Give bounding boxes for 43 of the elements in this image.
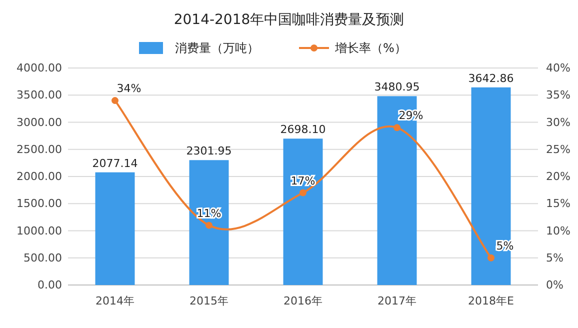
bar bbox=[471, 87, 511, 285]
bar bbox=[283, 138, 323, 285]
data-label: 17% bbox=[290, 174, 316, 188]
data-label: 2301.95 bbox=[186, 144, 232, 158]
data-label: 3480.95 bbox=[374, 80, 420, 94]
y2-tick-label: 40% bbox=[546, 62, 570, 74]
data-label: 3642.86 bbox=[468, 72, 514, 85]
y-tick-label: 1000.00 bbox=[16, 224, 62, 238]
chart-title: 2014-2018年中国咖啡消费量及预测 bbox=[174, 12, 404, 28]
data-label: 2698.10 bbox=[280, 123, 326, 136]
data-label: 11% bbox=[196, 206, 222, 220]
y2-tick-label: 35% bbox=[546, 88, 570, 102]
y2-tick-label: 30% bbox=[546, 116, 570, 129]
x-tick-label: 2017年 bbox=[378, 294, 416, 308]
y2-tick-label: 0% bbox=[546, 278, 564, 292]
x-tick-label: 2015年 bbox=[190, 294, 228, 308]
y2-tick-label: 15% bbox=[546, 197, 570, 210]
data-label: 34% bbox=[116, 82, 142, 96]
y2-tick-label: 25% bbox=[546, 142, 570, 156]
y2-tick-label: 5% bbox=[546, 251, 564, 264]
y2-tick-label: 10% bbox=[546, 224, 570, 238]
data-label: 2077.14 bbox=[92, 156, 138, 170]
y-tick-label: 0.00 bbox=[38, 278, 62, 292]
y-tick-label: 3000.00 bbox=[16, 116, 62, 129]
point bbox=[394, 124, 400, 132]
x-tick-label: 2014年 bbox=[96, 294, 134, 308]
legend-label: 消费量（万吨） bbox=[175, 41, 259, 55]
y-tick-label: 2500.00 bbox=[16, 142, 62, 156]
y-tick-label: 3500.00 bbox=[16, 88, 62, 102]
y-tick-label: 2000.00 bbox=[16, 170, 62, 183]
y-tick-label: 500.00 bbox=[24, 251, 62, 264]
bar bbox=[189, 160, 229, 285]
legend-label: 增长率（%） bbox=[334, 41, 406, 55]
x-tick-label: 2018年E bbox=[468, 294, 514, 308]
y2-tick-label: 20% bbox=[546, 170, 570, 183]
point bbox=[488, 254, 494, 262]
point bbox=[206, 222, 212, 229]
bar bbox=[95, 172, 135, 285]
point bbox=[300, 189, 306, 196]
x-tick-label: 2016年 bbox=[284, 294, 322, 308]
y-tick-label: 4000.00 bbox=[16, 62, 62, 74]
point bbox=[112, 97, 118, 104]
y-tick-label: 1500.00 bbox=[16, 197, 62, 210]
